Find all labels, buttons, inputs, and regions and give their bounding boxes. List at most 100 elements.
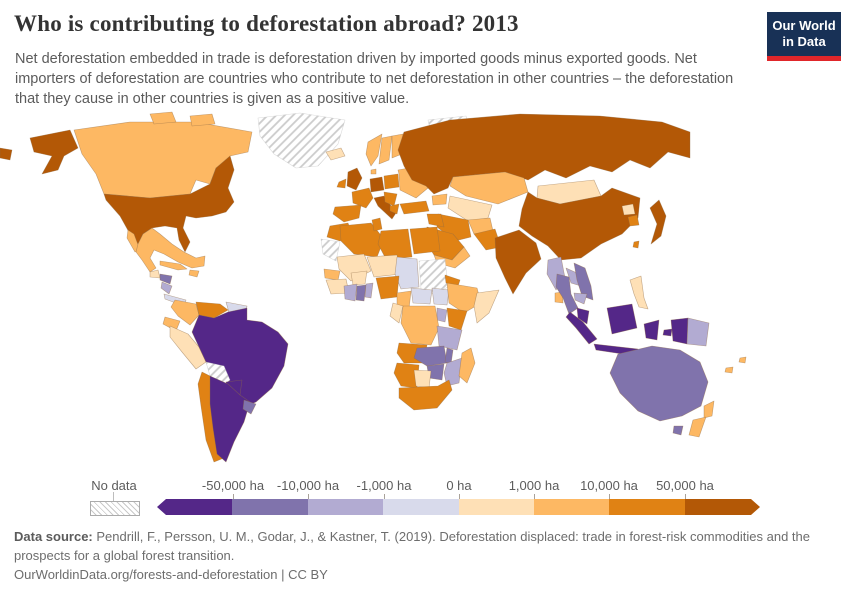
owid-link[interactable]: OurWorldinData.org/forests-and-deforesta…: [14, 567, 328, 582]
country-benin-togo[interactable]: [364, 282, 374, 299]
country-tasmania[interactable]: [672, 425, 684, 436]
legend-bin--50000--10000[interactable]: [232, 499, 308, 515]
country-uruguay[interactable]: [242, 399, 257, 415]
country-malaysia[interactable]: [576, 307, 590, 325]
country-germany[interactable]: [369, 176, 385, 193]
country-libya[interactable]: [377, 228, 413, 260]
world-choropleth-map: [0, 110, 850, 474]
country-iceland[interactable]: [325, 147, 346, 161]
legend-tick: [308, 494, 309, 499]
country-colombia[interactable]: [170, 299, 200, 326]
country-congo-gabon[interactable]: [389, 302, 404, 324]
country-uganda[interactable]: [436, 307, 448, 323]
legend-bin-1000-10000[interactable]: [533, 499, 610, 515]
country-australia[interactable]: [609, 345, 709, 422]
country-borneo[interactable]: [606, 303, 638, 335]
legend-tick: [534, 494, 535, 499]
country-ethiopia[interactable]: [446, 282, 482, 314]
country-russia-chukotka-wrap[interactable]: [0, 147, 13, 161]
legend-bin-below--50000[interactable]: [157, 499, 233, 515]
country-greece[interactable]: [389, 203, 400, 215]
country-argentina[interactable]: [209, 375, 251, 463]
country-new-caledonia[interactable]: [724, 366, 734, 374]
country-papua-new-guinea[interactable]: [686, 317, 710, 347]
chart-subtitle: Net deforestation embedded in trade is d…: [15, 51, 734, 107]
legend-bin--10000--1000[interactable]: [307, 499, 384, 515]
legend-bin-10000-50000[interactable]: [609, 499, 685, 515]
country-zambia[interactable]: [413, 345, 448, 367]
country-namibia[interactable]: [393, 362, 420, 389]
country-new-zealand[interactable]: [703, 400, 715, 419]
country-france[interactable]: [351, 187, 374, 209]
legend-no-data-tick: [113, 492, 114, 501]
legend-bin-0-1000[interactable]: [458, 499, 534, 515]
country-poland[interactable]: [383, 173, 400, 190]
legend-no-data-swatch[interactable]: [90, 501, 140, 516]
country-central-african-republic[interactable]: [410, 287, 433, 305]
country-peru[interactable]: [169, 325, 207, 370]
country-new-zealand[interactable]: [688, 416, 707, 438]
country-ireland[interactable]: [336, 178, 347, 189]
country-denmark[interactable]: [370, 168, 377, 175]
country-greenland[interactable]: [257, 112, 346, 169]
country-north-korea[interactable]: [621, 203, 636, 216]
country-cambodia[interactable]: [573, 292, 588, 305]
country-iraq[interactable]: [426, 213, 445, 228]
country-senegal[interactable]: [323, 268, 341, 281]
legend-tick: [233, 494, 234, 499]
country-somalia[interactable]: [473, 289, 500, 324]
country-thailand[interactable]: [555, 273, 579, 315]
country-madagascar[interactable]: [458, 347, 476, 384]
country-south-africa[interactable]: [398, 379, 453, 411]
country-kenya[interactable]: [446, 307, 468, 331]
country-india[interactable]: [494, 229, 542, 295]
country-taiwan[interactable]: [632, 240, 640, 249]
data-source-text: Pendrill, F., Persson, U. M., Godar, J.,…: [14, 529, 810, 564]
country-canada-arctic-islands[interactable]: [189, 113, 216, 127]
legend-bin--1000-0[interactable]: [383, 499, 459, 515]
country-south-sudan[interactable]: [431, 287, 450, 306]
owid-logo-line1: Our World: [772, 18, 836, 33]
country-russia[interactable]: [397, 113, 691, 195]
country-cote-divoire[interactable]: [343, 283, 358, 302]
owid-logo[interactable]: Our World in Data: [767, 12, 841, 61]
country-alaska[interactable]: [29, 129, 79, 175]
country-norway[interactable]: [365, 133, 383, 167]
legend-bin-above-50000[interactable]: [685, 499, 760, 515]
country-kazakhstan[interactable]: [449, 171, 529, 205]
country-spain[interactable]: [332, 204, 362, 223]
country-philippines[interactable]: [629, 275, 649, 310]
country-egypt[interactable]: [409, 226, 441, 255]
country-south-korea[interactable]: [627, 214, 640, 227]
country-japan[interactable]: [649, 199, 667, 245]
country-nicaragua[interactable]: [160, 281, 173, 295]
country-tanzania[interactable]: [436, 325, 463, 351]
country-botswana[interactable]: [413, 369, 432, 389]
country-italy[interactable]: [373, 195, 397, 220]
country-united-kingdom[interactable]: [346, 167, 363, 191]
country-burkina-faso[interactable]: [350, 270, 368, 286]
country-sweden[interactable]: [378, 135, 393, 165]
country-mauritania[interactable]: [320, 238, 341, 262]
country-turkey[interactable]: [399, 200, 430, 215]
country-indonesia-papua[interactable]: [670, 317, 689, 345]
country-mozambique[interactable]: [443, 357, 463, 387]
country-venezuela[interactable]: [195, 301, 229, 319]
country-indonesia-moluccas[interactable]: [662, 328, 673, 337]
country-dr-congo[interactable]: [400, 305, 440, 346]
map-legend: No data -50,000 ha -10,000 ha -1,000 ha …: [0, 477, 850, 519]
country-tunisia[interactable]: [371, 217, 383, 232]
country-china[interactable]: [518, 187, 641, 261]
country-indonesia-sulawesi[interactable]: [643, 319, 660, 341]
country-chad[interactable]: [394, 256, 420, 290]
country-nigeria[interactable]: [375, 275, 400, 300]
country-vietnam[interactable]: [573, 262, 594, 301]
country-fiji[interactable]: [738, 356, 747, 364]
country-canada-arctic-islands[interactable]: [149, 111, 177, 125]
country-caucasus[interactable]: [431, 193, 448, 206]
country-cuba[interactable]: [159, 260, 188, 271]
country-honduras[interactable]: [159, 273, 173, 285]
country-hispaniola[interactable]: [188, 269, 200, 278]
country-indonesia-sumatra[interactable]: [565, 311, 598, 345]
country-ghana[interactable]: [355, 284, 367, 302]
